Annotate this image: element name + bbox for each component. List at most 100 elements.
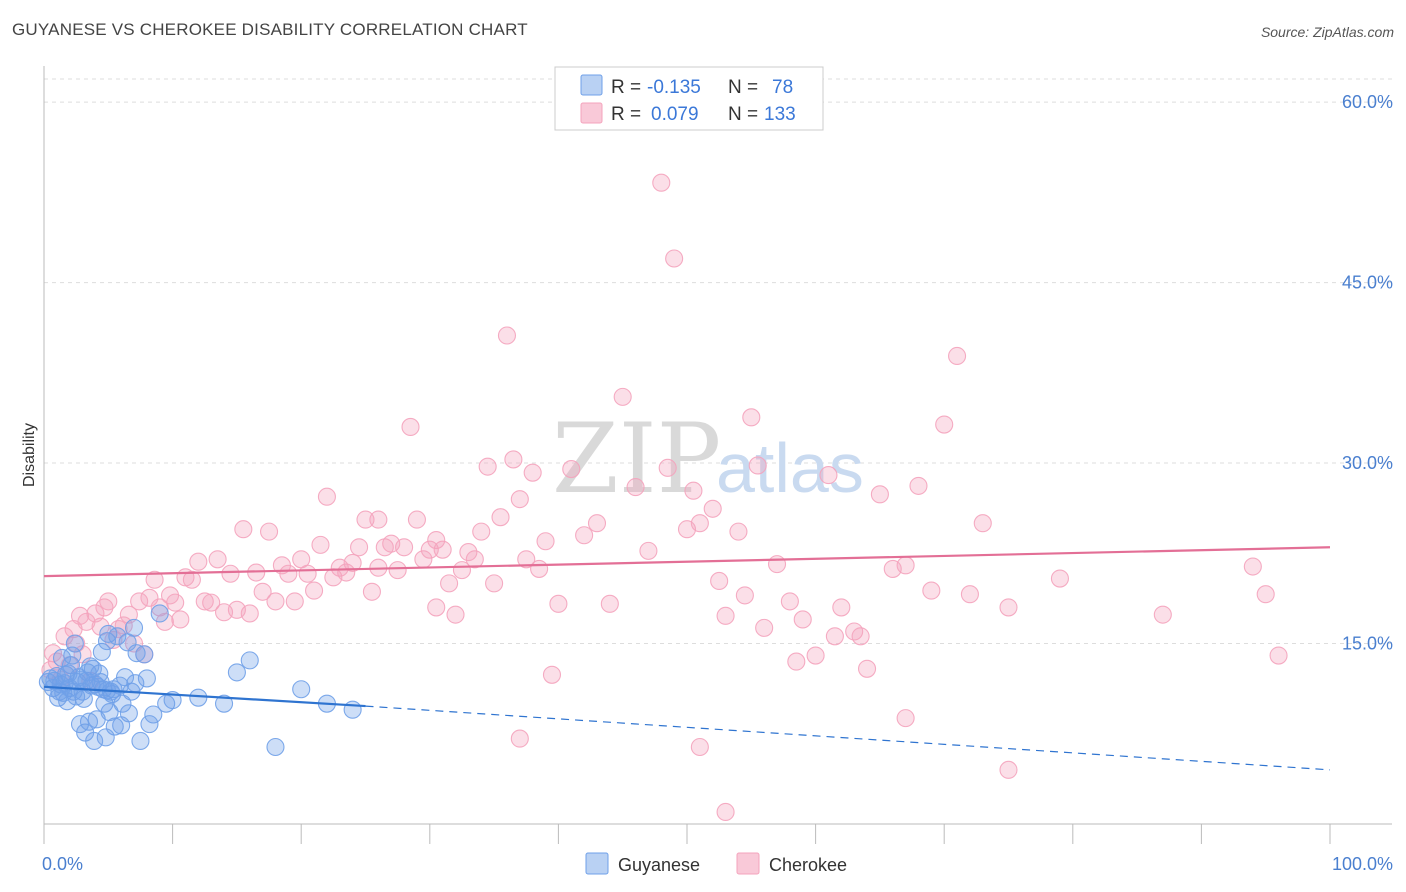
cherokee-point-107 [742, 408, 761, 427]
cherokee-point-43 [259, 522, 279, 541]
cherokee-point-64 [395, 538, 414, 557]
cherokee-point-40 [240, 604, 259, 623]
tick-labels: 15.0% 30.0% 45.0% 60.0% 0.0% 100.0% [42, 92, 1393, 874]
x-tick-label-0: 0.0% [42, 854, 83, 874]
cherokee-point-128 [1050, 569, 1069, 588]
cherokee-point-132 [1269, 646, 1288, 665]
bottom-legend-label-guyanese: Guyanese [618, 855, 700, 875]
guyanese-point-31 [85, 731, 104, 751]
cherokee-point-60 [369, 510, 388, 529]
gridlines [44, 78, 1392, 645]
cherokee-point-112 [793, 610, 812, 629]
cherokee-point-130 [1243, 557, 1262, 576]
cherokee-point-91 [587, 514, 607, 533]
cherokee-point-50 [305, 581, 324, 600]
cherokee-point-34 [202, 593, 221, 612]
cherokee-point-80 [497, 326, 517, 345]
cherokee-point-122 [922, 581, 941, 600]
cherokee-point-56 [343, 553, 362, 572]
cherokee-point-37 [221, 564, 240, 583]
cherokee-point-89 [562, 460, 581, 479]
guyanese-point-68 [227, 663, 246, 682]
guyanese-point-41 [97, 632, 117, 651]
guyanese-point-51 [113, 694, 132, 713]
cherokee-point-129 [1153, 605, 1172, 624]
guyanese-point-17 [65, 634, 84, 653]
cherokee-point-140 [851, 627, 870, 646]
guyanese-point-69 [240, 651, 259, 670]
guyanese-point-58 [131, 731, 150, 751]
legend-n-label-cherokee: N = [728, 104, 758, 125]
guyanese-point-56 [124, 618, 144, 637]
cherokee-point-31 [182, 570, 201, 589]
cherokee-point-85 [530, 559, 549, 578]
cherokee-point-111 [780, 592, 799, 611]
cherokee-point-100 [684, 481, 703, 500]
cherokee-point-84 [523, 463, 542, 482]
cherokee-point-118 [870, 485, 889, 504]
cherokee-point-106 [735, 586, 754, 605]
cherokee-point-102 [703, 499, 722, 518]
cherokee-point-96 [652, 173, 671, 192]
cherokee-point-71 [440, 574, 459, 593]
cherokee-point-115 [832, 598, 851, 617]
cherokee-point-49 [298, 564, 317, 583]
cherokee-point-127 [999, 598, 1018, 617]
y-tick-label-60: 60.0% [1342, 92, 1393, 112]
cherokee-point-103 [710, 571, 729, 591]
cherokee-point-90 [575, 526, 594, 545]
cherokee-point-108 [748, 456, 767, 475]
cherokee-point-93 [613, 387, 632, 406]
legend-r-value-cherokee: 0.079 [651, 104, 699, 125]
legend-r-value-guyanese: -0.135 [647, 77, 701, 98]
guyanese-points [38, 604, 362, 757]
watermark: ZIP atlas [552, 403, 864, 515]
legend-swatch-guyanese [580, 74, 603, 96]
cherokee-point-131 [1256, 585, 1275, 604]
guyanese-point-66 [189, 688, 208, 707]
cherokee-point-87 [542, 665, 562, 684]
cherokee-point-4 [55, 627, 74, 646]
x-tick-label-100: 100.0% [1332, 854, 1393, 874]
cherokee-point-70 [433, 540, 452, 559]
cherokee-point-110 [767, 555, 787, 574]
cherokee-point-124 [948, 346, 967, 366]
cherokee-point-92 [600, 594, 619, 613]
cherokee-point-78 [485, 574, 504, 593]
guyanese-point-28 [81, 657, 100, 676]
guyanese-point-73 [343, 700, 362, 719]
cherokee-point-86 [536, 532, 555, 551]
guyanese-trend-line [43, 685, 366, 708]
cherokee-point-82 [510, 490, 529, 509]
cherokee-point-125 [960, 585, 979, 604]
cherokee-point-68 [420, 540, 439, 559]
guyanese-point-61 [140, 715, 159, 734]
cherokee-point-28 [166, 593, 185, 612]
axes [43, 66, 1392, 844]
cherokee-point-123 [935, 415, 954, 434]
bottom-legend-label-cherokee: Cherokee [769, 855, 847, 875]
cherokee-point-88 [549, 594, 568, 613]
guyanese-point-48 [108, 627, 127, 646]
guyanese-point-59 [135, 645, 154, 664]
cherokee-point-137 [999, 760, 1018, 779]
cherokee-point-81 [504, 450, 523, 469]
guyanese-point-70 [266, 737, 285, 757]
guyanese-trend-extension [365, 705, 1331, 771]
cherokee-point-133 [690, 737, 709, 757]
bottom-legend-swatch-cherokee [736, 852, 760, 875]
guyanese-point-76 [59, 664, 78, 683]
bottom-legend: Guyanese Cherokee [585, 852, 847, 875]
cherokee-point-77 [478, 457, 497, 476]
cherokee-point-94 [626, 478, 645, 497]
guyanese-point-47 [105, 717, 124, 736]
guyanese-point-60 [137, 669, 156, 688]
legend-n-value-cherokee: 133 [764, 104, 796, 125]
y-tick-label-30: 30.0% [1342, 453, 1393, 473]
guyanese-point-23 [74, 689, 93, 708]
cherokee-point-24 [145, 570, 164, 589]
guyanese-point-71 [292, 680, 311, 699]
legend-r-label-cherokee: R = [611, 104, 641, 125]
guyanese-point-4 [47, 666, 66, 686]
cherokee-point-46 [279, 564, 298, 583]
